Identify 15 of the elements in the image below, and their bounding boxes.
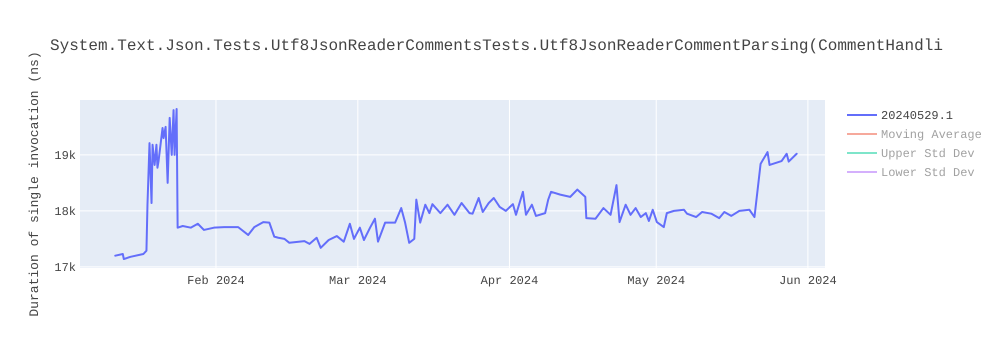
y-tick-label: 17k <box>54 260 76 275</box>
legend-label: 20240529.1 <box>881 109 954 123</box>
legend-label: Upper Std Dev <box>881 147 975 161</box>
y-tick-label: 19k <box>54 148 76 163</box>
x-tick-label: Mar 2024 <box>329 274 387 288</box>
y-tick-label: 18k <box>54 204 76 219</box>
line-series <box>114 108 798 260</box>
y-axis-title: Duration of single invocation (ns) <box>27 51 42 317</box>
legend-label: Moving Average <box>881 128 982 142</box>
x-tick-label: Jun 2024 <box>779 274 837 288</box>
x-tick-label: May 2024 <box>627 274 686 288</box>
x-tick-label: Feb 2024 <box>187 274 245 288</box>
x-tick-label: Apr 2024 <box>480 274 538 288</box>
legend-label: Lower Std Dev <box>881 166 975 180</box>
chart-title: System.Text.Json.Tests.Utf8JsonReaderCommentsTests.Utf8JsonReaderCommentParsing(CommentHandli <box>50 37 943 55</box>
